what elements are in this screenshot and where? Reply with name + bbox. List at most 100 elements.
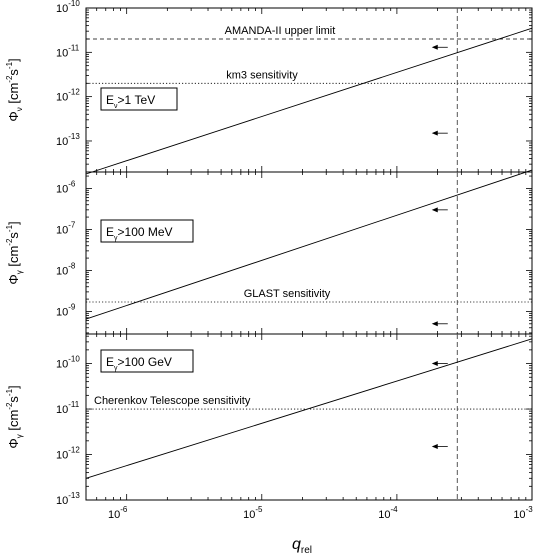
y-tick-base: 10 [56,47,68,59]
y-label-subscript: γ [15,434,24,438]
y-tick-base: 10 [56,450,68,462]
y-label-exponent: -2 [5,402,14,410]
legend-threshold: >100 GeV [118,355,172,369]
y-tick-label: 10-12 [56,446,80,462]
x-tick-exponent: -3 [526,505,534,514]
legend-label: Eν>1 TeV [106,93,155,110]
panel-frame [85,171,533,335]
legend-energy-symbol: E [106,93,114,107]
y-tick-exponent: -12 [68,446,80,455]
y-tick-base: 10 [56,136,68,148]
x-label-subscript: rel [301,545,312,556]
y-label-unit: [cm [6,410,21,435]
y-tick-exponent: -11 [68,400,80,409]
y-axis-label: Φν [cm-2s-1] [5,58,24,121]
x-tick-exponent: -4 [390,505,398,514]
y-tick-base: 10 [56,359,68,371]
y-label-symbol: Φ [6,111,21,121]
limit-arrow-head [431,321,438,327]
x-tick-exponent: -5 [255,505,263,514]
y-tick-base: 10 [56,495,68,507]
y-label-unit: s [6,396,21,403]
legend-box [100,219,194,243]
legend-label: Eγ>100 GeV [106,355,172,372]
limit-arrow-head [431,207,438,213]
y-tick-label: 10-11 [56,400,80,416]
legend-particle-subscript: ν [114,103,118,110]
y-tick-label: 10-13 [56,132,80,148]
y-axis-label: Φγ [cm-2s-1] [5,221,24,284]
y-tick-base: 10 [56,306,68,318]
x-tick-label: 10-4 [378,505,398,521]
y-tick-exponent: -11 [68,43,80,52]
y-label-unit: ] [6,58,21,62]
y-label-exponent: -1 [5,224,14,232]
y-tick-base: 10 [56,92,68,104]
limit-arrow-head [431,130,438,136]
y-tick-label: 10-10 [56,0,80,15]
y-tick-label: 10-7 [56,220,76,236]
y-tick-base: 10 [56,224,68,236]
panel-frame [85,333,533,501]
y-label-unit: [cm [6,83,21,108]
x-tick-base: 10 [513,509,525,521]
y-tick-exponent: -12 [68,88,80,97]
x-axis-label: qrel [292,536,312,556]
y-label-unit: ] [6,221,21,225]
y-tick-label: 10-11 [56,43,80,59]
limit-arrow-head [431,44,438,50]
reference-line-label: AMANDA-II upper limit [225,25,336,37]
y-tick-label: 10-10 [56,355,80,371]
y-tick-exponent: -13 [68,132,80,141]
x-tick-label: 10-3 [513,505,533,521]
x-tick-base: 10 [108,509,120,521]
x-tick-label: 10-6 [108,505,128,521]
y-label-exponent: -1 [5,388,14,396]
y-tick-base: 10 [56,404,68,416]
y-tick-exponent: -13 [68,491,80,500]
legend-box [100,349,194,373]
x-label-symbol: q [292,536,301,553]
y-tick-label: 10-12 [56,88,80,104]
y-tick-exponent: -9 [68,302,76,311]
series-line [85,27,533,175]
y-label-symbol: Φ [6,274,21,284]
y-tick-exponent: -8 [68,261,76,270]
legend-label: Eγ>100 MeV [106,225,173,242]
y-tick-exponent: -10 [68,0,80,8]
y-tick-label: 10-13 [56,491,80,507]
legend-energy-symbol: E [106,225,114,239]
y-tick-exponent: -10 [68,355,80,364]
x-tick-exponent: -6 [120,505,128,514]
series-line [85,338,533,479]
legend-particle-subscript: γ [114,235,118,242]
legend-energy-symbol: E [106,355,114,369]
legend-particle-subscript: γ [114,365,118,372]
x-tick-base: 10 [378,509,390,521]
reference-line-label: GLAST sensitivity [244,288,331,300]
y-label-subscript: γ [15,270,24,274]
y-label-exponent: -1 [5,61,14,69]
y-tick-base: 10 [56,265,68,277]
y-tick-label: 10-9 [56,302,76,318]
y-tick-base: 10 [56,3,68,15]
legend-box [100,87,178,111]
x-tick-label: 10-5 [243,505,263,521]
y-label-unit: s [6,232,21,239]
limit-arrow-head [431,444,438,450]
y-label-unit: [cm [6,246,21,271]
limit-arrow-head [431,361,438,367]
y-label-unit: s [6,69,21,76]
y-label-exponent: -2 [5,75,14,83]
y-tick-exponent: -7 [68,220,76,229]
y-label-exponent: -2 [5,238,14,246]
legend-threshold: >100 MeV [118,225,173,239]
reference-line-label: Cherenkov Telescope sensitivity [94,395,251,407]
legend-threshold: >1 TeV [118,93,156,107]
